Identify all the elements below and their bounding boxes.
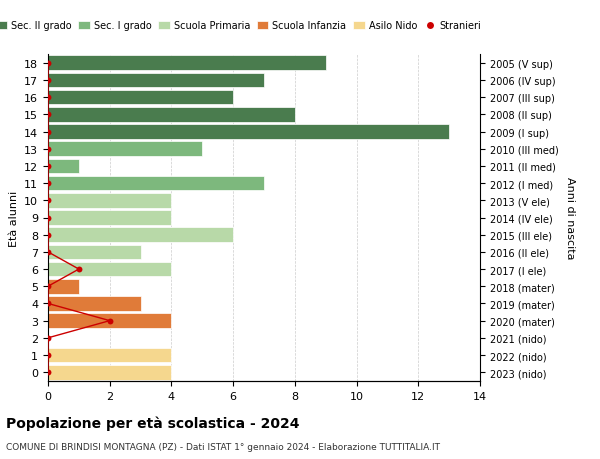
Point [43,214,53,222]
Bar [48,262,172,277]
Point [43,180,53,187]
Legend: Sec. II grado, Sec. I grado, Scuola Primaria, Scuola Infanzia, Asilo Nido, Stran: Sec. II grado, Sec. I grado, Scuola Prim… [0,17,485,35]
Point [105,317,115,325]
Point [74,266,83,273]
Point [43,77,53,84]
Bar [48,365,172,380]
Bar [48,56,326,71]
Point [43,60,53,67]
Bar [48,108,295,123]
Bar [48,297,140,311]
Point [43,300,53,308]
Point [43,249,53,256]
Text: Popolazione per età scolastica - 2024: Popolazione per età scolastica - 2024 [6,415,299,430]
Bar [48,245,140,260]
Bar [48,125,449,140]
Bar [48,211,172,225]
Y-axis label: Età alunni: Età alunni [8,190,19,246]
Point [43,129,53,136]
Bar [48,348,172,363]
Bar [48,194,172,208]
Bar [48,73,264,88]
Text: COMUNE DI BRINDISI MONTAGNA (PZ) - Dati ISTAT 1° gennaio 2024 - Elaborazione TUT: COMUNE DI BRINDISI MONTAGNA (PZ) - Dati … [6,442,440,451]
Bar [48,142,202,157]
Point [43,352,53,359]
Y-axis label: Anni di nascita: Anni di nascita [565,177,575,259]
Bar [48,91,233,105]
Bar [48,280,79,294]
Point [43,197,53,205]
Bar [48,313,172,328]
Bar [48,159,79,174]
Point [43,112,53,119]
Point [43,146,53,153]
Point [43,369,53,376]
Point [43,231,53,239]
Point [43,283,53,290]
Point [43,335,53,342]
Bar [48,228,233,242]
Point [43,163,53,170]
Bar [48,176,264,191]
Point [43,94,53,101]
